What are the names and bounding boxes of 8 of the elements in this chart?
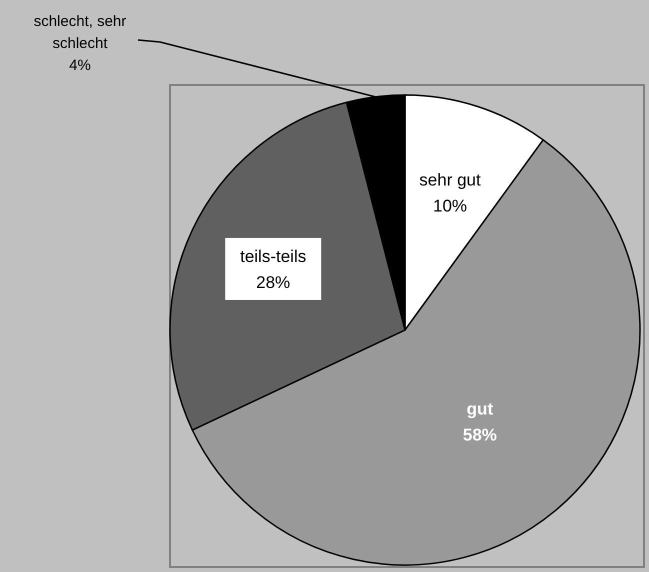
slice-label: gut xyxy=(466,400,494,419)
slice-label: schlecht, sehr schlecht xyxy=(34,13,126,52)
data-label: 28% xyxy=(256,272,290,292)
slice-label: sehr gut xyxy=(419,170,482,190)
data-label: 4% xyxy=(69,57,91,74)
slice-label: teils-teils xyxy=(240,246,306,266)
data-label: 10% xyxy=(433,196,468,216)
data-label: 58% xyxy=(462,426,497,445)
